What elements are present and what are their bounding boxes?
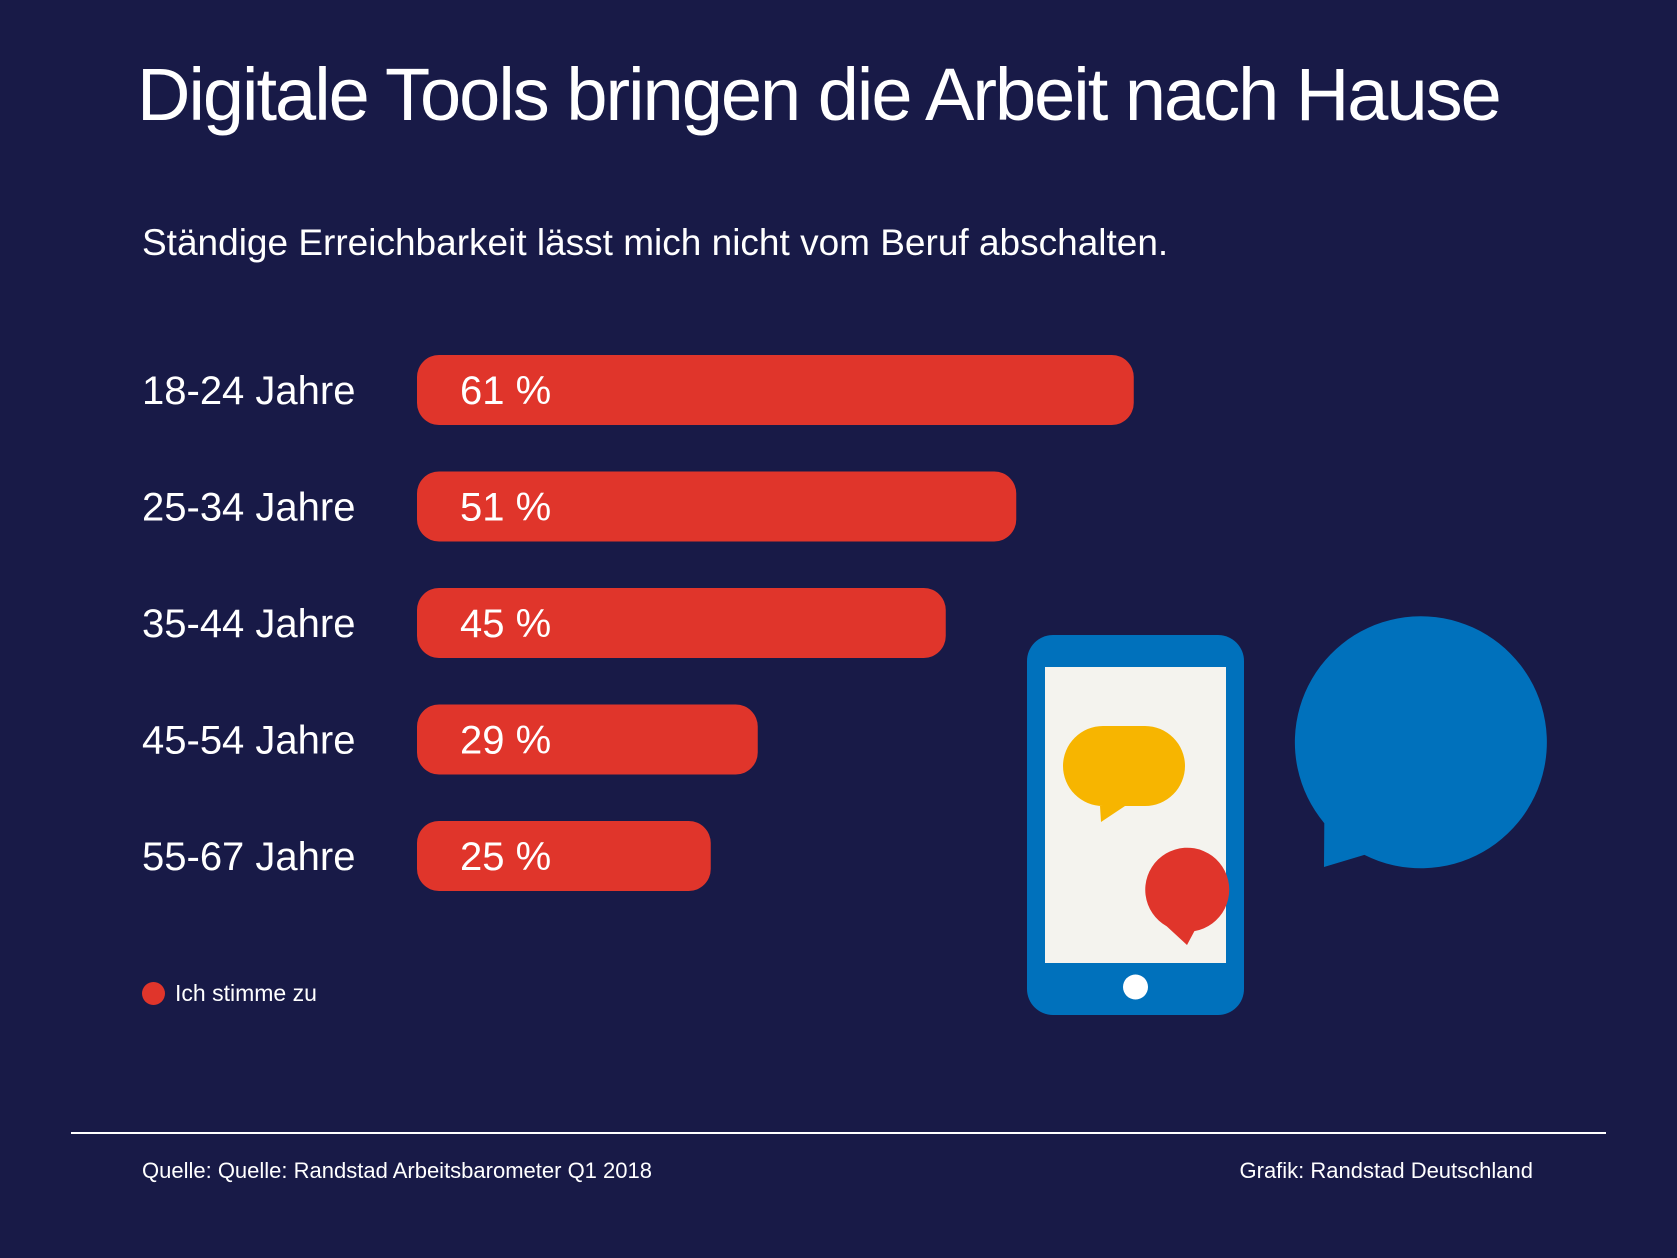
source-note: Quelle: Quelle: Randstad Arbeitsbaromete… — [142, 1158, 652, 1183]
legend: Ich stimme zu — [142, 980, 317, 1007]
legend-swatch — [142, 982, 165, 1005]
bar-value-label: 45 % — [460, 602, 551, 646]
phone-chat-illustration — [1027, 616, 1547, 1015]
bar-chart: 18-24 Jahre 61 % 25-34 Jahre 51 % 35-44 Jahr… — [142, 355, 1134, 891]
chart-subtitle: Ständige Erreichbarkeit lässt mich nicht… — [142, 222, 1169, 263]
bar — [417, 588, 946, 658]
speech-bubble-red-icon — [1145, 847, 1230, 945]
category-label: 55-67 Jahre — [142, 835, 355, 879]
bar — [417, 821, 711, 891]
bar-value-label: 51 % — [460, 486, 551, 530]
bar — [417, 704, 758, 775]
category-label: 35-44 Jahre — [142, 602, 355, 646]
smartphone-icon — [1027, 635, 1244, 1015]
footer-divider — [71, 1132, 1606, 1134]
speech-bubble-yellow-icon — [1063, 726, 1185, 822]
chart-title: Digitale Tools bringen die Arbeit nach H… — [137, 53, 1502, 136]
category-label: 18-24 Jahre — [142, 369, 355, 413]
bar-value-label: 25 % — [460, 835, 551, 879]
category-label: 45-54 Jahre — [142, 719, 355, 763]
legend-label: Ich stimme zu — [175, 980, 317, 1006]
bar-value-label: 61 % — [460, 369, 551, 413]
speech-bubble-blue-icon — [1294, 616, 1547, 869]
graphic-credit: Grafik: Randstad Deutschland — [1239, 1158, 1534, 1183]
bar — [417, 471, 1017, 542]
bar-value-label: 29 % — [460, 719, 551, 763]
bar — [417, 355, 1134, 425]
category-label: 25-34 Jahre — [142, 486, 355, 530]
